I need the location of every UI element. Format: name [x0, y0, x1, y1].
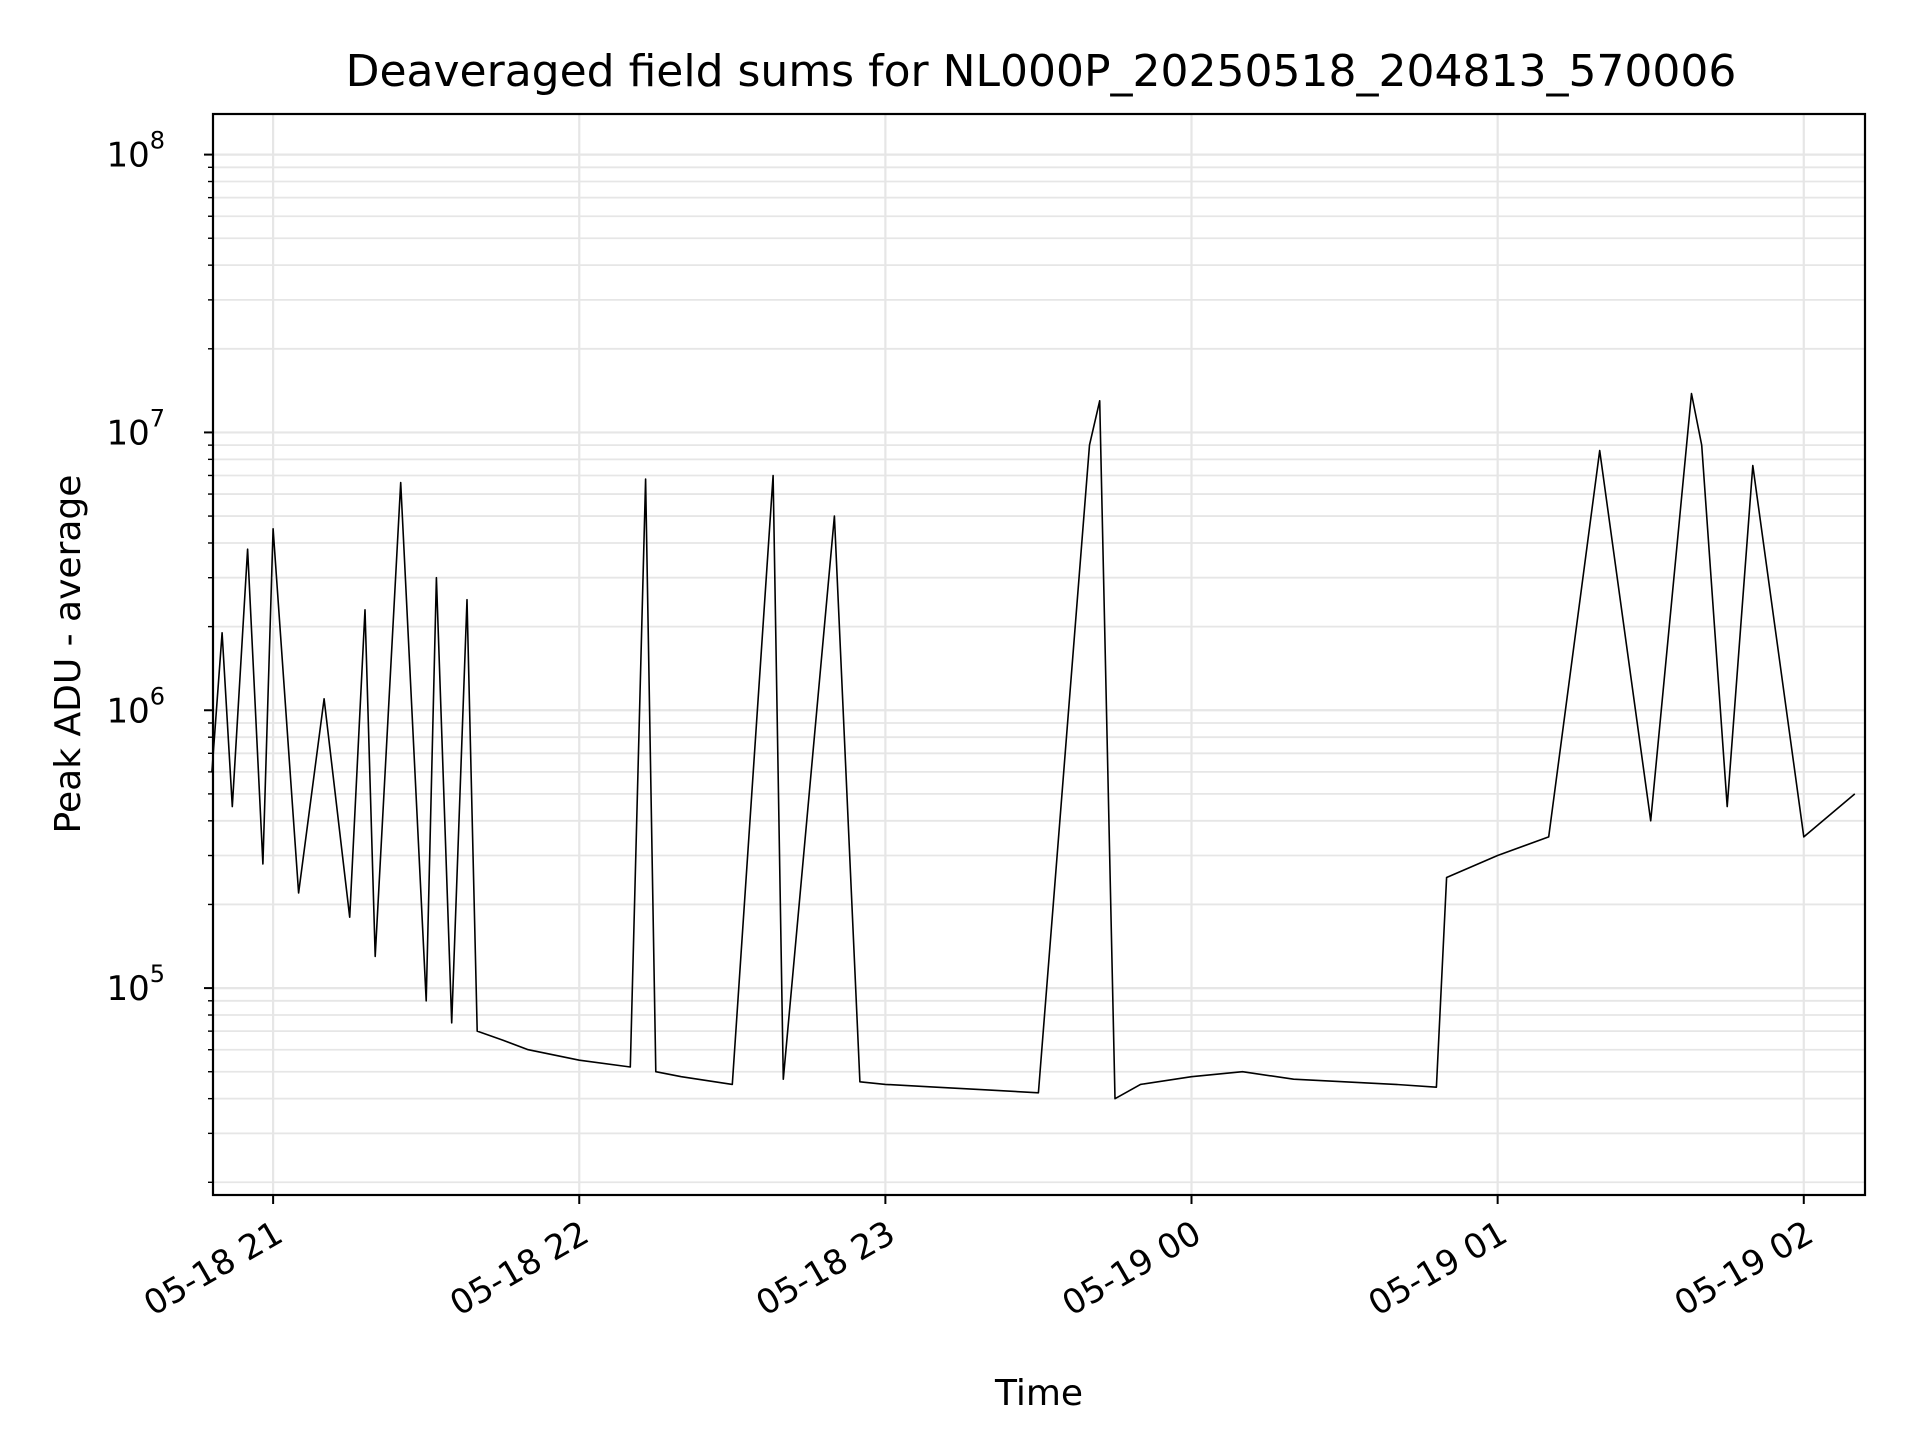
grid-layer	[213, 114, 1865, 1195]
series-line	[211, 392, 1856, 1100]
y-axis-title: Peak ADU - average	[48, 475, 89, 834]
y-tick-label: 105	[106, 960, 165, 1009]
x-axis-title: Time	[994, 1373, 1083, 1414]
series-layer	[211, 392, 1856, 1100]
chart-title: Deaveraged field sums for NL000P_2025051…	[346, 46, 1737, 97]
y-tick-label: 106	[106, 682, 165, 731]
plot-frame	[211, 112, 1867, 1197]
y-tick-label: 108	[106, 127, 165, 176]
y-tick-label: 107	[106, 404, 165, 453]
